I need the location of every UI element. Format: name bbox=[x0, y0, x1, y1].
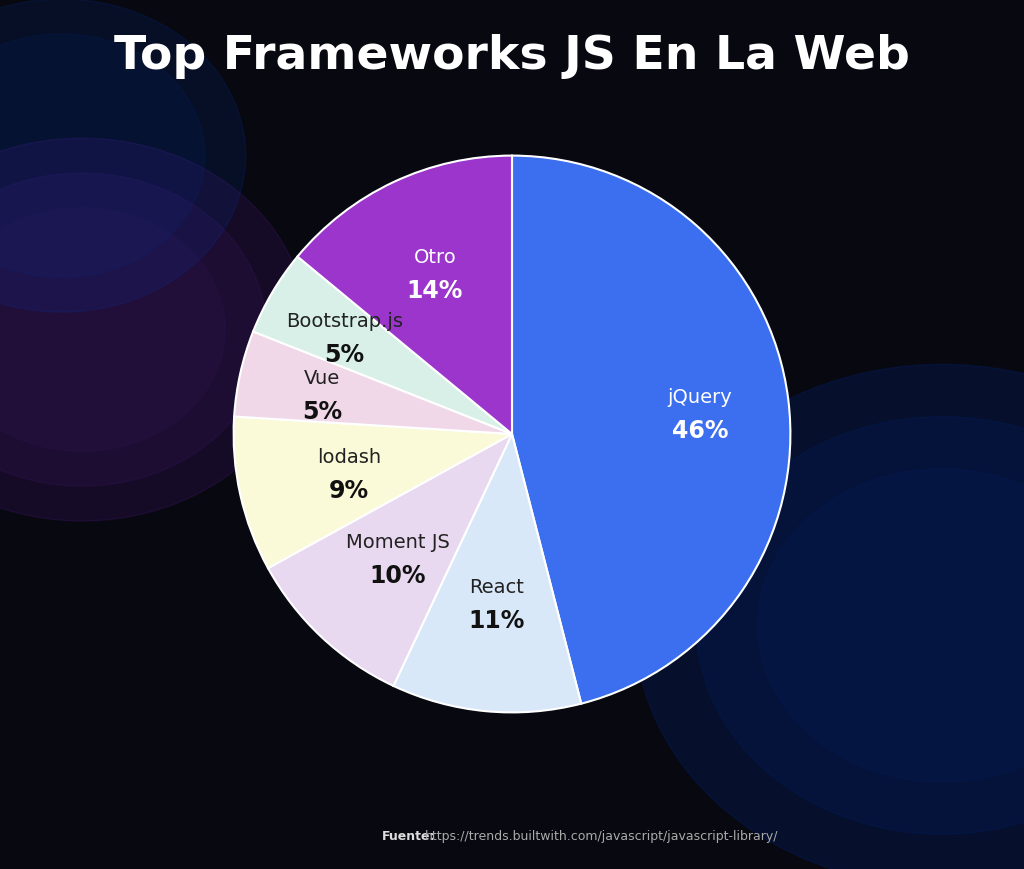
Text: https://trends.builtwith.com/javascript/javascript-library/: https://trends.builtwith.com/javascript/… bbox=[425, 830, 778, 842]
Text: Vue: Vue bbox=[304, 368, 340, 388]
Text: React: React bbox=[469, 577, 523, 596]
Circle shape bbox=[0, 209, 225, 452]
Text: 11%: 11% bbox=[468, 608, 524, 632]
Wedge shape bbox=[253, 257, 512, 434]
Circle shape bbox=[0, 139, 307, 521]
Text: 46%: 46% bbox=[672, 418, 728, 442]
Text: 5%: 5% bbox=[325, 343, 365, 367]
Text: 10%: 10% bbox=[370, 564, 426, 587]
Circle shape bbox=[0, 0, 246, 313]
Circle shape bbox=[635, 365, 1024, 869]
Text: jQuery: jQuery bbox=[668, 388, 732, 407]
Wedge shape bbox=[268, 434, 512, 687]
Circle shape bbox=[0, 35, 205, 278]
Wedge shape bbox=[233, 417, 512, 568]
Circle shape bbox=[758, 469, 1024, 782]
Circle shape bbox=[0, 174, 266, 487]
Text: lodash: lodash bbox=[316, 448, 381, 467]
Text: Bootstrap.js: Bootstrap.js bbox=[286, 312, 402, 331]
Text: Top Frameworks JS En La Web: Top Frameworks JS En La Web bbox=[114, 34, 910, 79]
Wedge shape bbox=[234, 332, 512, 434]
Text: 5%: 5% bbox=[302, 400, 342, 423]
Text: Fuente:: Fuente: bbox=[382, 830, 435, 842]
Text: 9%: 9% bbox=[329, 478, 369, 502]
Wedge shape bbox=[298, 156, 512, 434]
Text: Otro: Otro bbox=[414, 248, 457, 267]
Wedge shape bbox=[393, 434, 582, 713]
Circle shape bbox=[696, 417, 1024, 834]
Text: 14%: 14% bbox=[407, 278, 463, 302]
Wedge shape bbox=[512, 156, 791, 704]
Text: Moment JS: Moment JS bbox=[346, 533, 450, 552]
